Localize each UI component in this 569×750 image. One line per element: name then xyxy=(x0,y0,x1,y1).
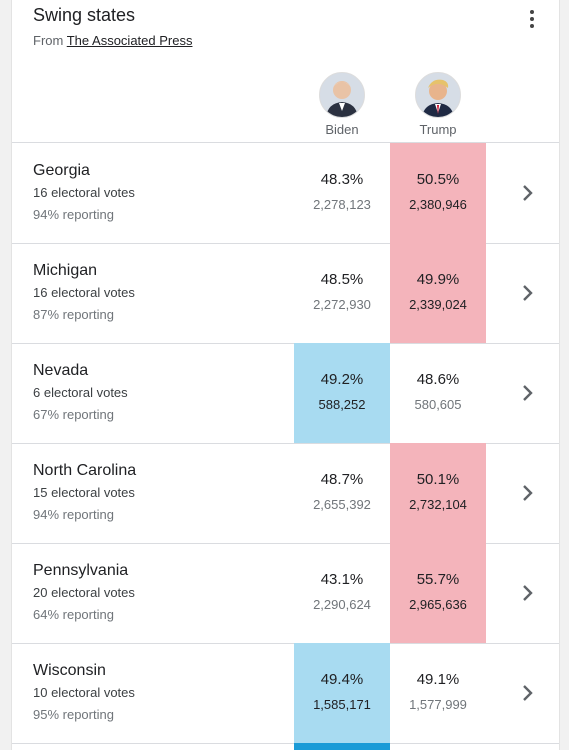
reporting-status: 64% reporting xyxy=(33,607,114,622)
state-name: Georgia xyxy=(33,162,90,179)
electoral-votes: 16 electoral votes xyxy=(33,285,135,300)
chevron-right-icon[interactable] xyxy=(515,381,539,405)
biden-result: 49.2% 588,252 xyxy=(294,343,390,443)
reporting-status: 67% reporting xyxy=(33,407,114,422)
trump-pct: 48.6% xyxy=(416,371,460,388)
biden-avatar xyxy=(319,72,365,118)
trump-pct: 50.5% xyxy=(416,171,460,188)
electoral-votes: 15 electoral votes xyxy=(33,485,135,500)
trump-votes: 2,380,946 xyxy=(409,197,467,212)
trump-votes: 2,339,024 xyxy=(409,297,467,312)
trump-pct: 49.1% xyxy=(416,671,460,688)
source-link[interactable]: The Associated Press xyxy=(66,33,193,48)
candidate-name-trump: Trump xyxy=(419,122,457,137)
chevron-right-icon[interactable] xyxy=(515,481,539,505)
state-name: Nevada xyxy=(33,362,89,379)
biden-pct: 43.1% xyxy=(320,571,364,588)
card-title: Swing states xyxy=(33,5,136,25)
biden-pct: 49.4% xyxy=(320,671,364,688)
state-row-wisconsin[interactable]: Wisconsin 10 electoral votes 95% reporti… xyxy=(12,643,559,744)
reporting-status: 87% reporting xyxy=(33,307,114,322)
electoral-votes: 6 electoral votes xyxy=(33,385,128,400)
biden-result: 48.5% 2,272,930 xyxy=(294,243,390,343)
state-row-north-carolina[interactable]: North Carolina 15 electoral votes 94% re… xyxy=(12,443,559,544)
trump-result: 48.6% 580,605 xyxy=(390,343,486,443)
trump-result: 50.5% 2,380,946 xyxy=(390,143,486,243)
state-row-nevada[interactable]: Nevada 6 electoral votes 67% reporting 4… xyxy=(12,343,559,444)
biden-result: 43.1% 2,290,624 xyxy=(294,543,390,643)
biden-pct: 49.2% xyxy=(320,371,364,388)
reporting-status: 95% reporting xyxy=(33,707,114,722)
biden-pct: 48.7% xyxy=(320,471,364,488)
chevron-right-icon[interactable] xyxy=(515,281,539,305)
trump-votes: 2,965,636 xyxy=(409,597,467,612)
swing-states-card: Swing states From The Associated Press B… xyxy=(11,0,560,750)
trump-result: 49.1% 1,577,999 xyxy=(390,643,486,743)
state-row-georgia[interactable]: Georgia 16 electoral votes 94% reporting… xyxy=(12,143,559,244)
biden-votes: 588,252 xyxy=(318,397,366,412)
reporting-status: 94% reporting xyxy=(33,507,114,522)
state-name: Michigan xyxy=(33,262,98,279)
source-prefix: From xyxy=(33,33,64,48)
chevron-right-icon[interactable] xyxy=(515,181,539,205)
electoral-votes: 10 electoral votes xyxy=(33,685,135,700)
trump-votes: 1,577,999 xyxy=(409,697,467,712)
trump-votes: 2,732,104 xyxy=(409,497,467,512)
trump-pct: 50.1% xyxy=(416,471,460,488)
biden-votes: 2,655,392 xyxy=(313,497,371,512)
more-options-icon[interactable] xyxy=(529,10,535,28)
reporting-status: 94% reporting xyxy=(33,207,114,222)
state-name: North Carolina xyxy=(33,462,137,479)
trump-pct: 55.7% xyxy=(416,571,460,588)
chevron-right-icon[interactable] xyxy=(515,681,539,705)
electoral-votes: 20 electoral votes xyxy=(33,585,135,600)
biden-pct: 48.3% xyxy=(320,171,364,188)
state-name: Wisconsin xyxy=(33,662,106,679)
biden-result: 48.7% 2,655,392 xyxy=(294,443,390,543)
trump-result: 49.9% 2,339,024 xyxy=(390,243,486,343)
trump-pct: 49.9% xyxy=(416,271,460,288)
trump-result: 50.1% 2,732,104 xyxy=(390,443,486,543)
chevron-right-icon[interactable] xyxy=(515,581,539,605)
biden-pct: 48.5% xyxy=(320,271,364,288)
trump-result: 55.7% 2,965,636 xyxy=(390,543,486,643)
biden-result: 48.3% 2,278,123 xyxy=(294,143,390,243)
state-row-michigan[interactable]: Michigan 16 electoral votes 87% reportin… xyxy=(12,243,559,344)
candidate-trump: Trump xyxy=(390,72,486,137)
biden-votes: 1,585,171 xyxy=(313,697,371,712)
candidate-biden: Biden xyxy=(294,72,390,137)
biden-result: 49.4% 1,585,171 xyxy=(294,643,390,743)
biden-votes: 2,290,624 xyxy=(313,597,371,612)
biden-votes: 2,272,930 xyxy=(313,297,371,312)
source-line: From The Associated Press xyxy=(33,33,192,48)
candidate-name-biden: Biden xyxy=(325,122,359,137)
trump-avatar xyxy=(415,72,461,118)
next-row-partial xyxy=(294,743,390,750)
header-divider xyxy=(12,142,559,143)
biden-votes: 2,278,123 xyxy=(313,197,371,212)
state-row-pennsylvania[interactable]: Pennsylvania 20 electoral votes 64% repo… xyxy=(12,543,559,644)
electoral-votes: 16 electoral votes xyxy=(33,185,135,200)
trump-votes: 580,605 xyxy=(414,397,462,412)
state-name: Pennsylvania xyxy=(33,562,129,579)
